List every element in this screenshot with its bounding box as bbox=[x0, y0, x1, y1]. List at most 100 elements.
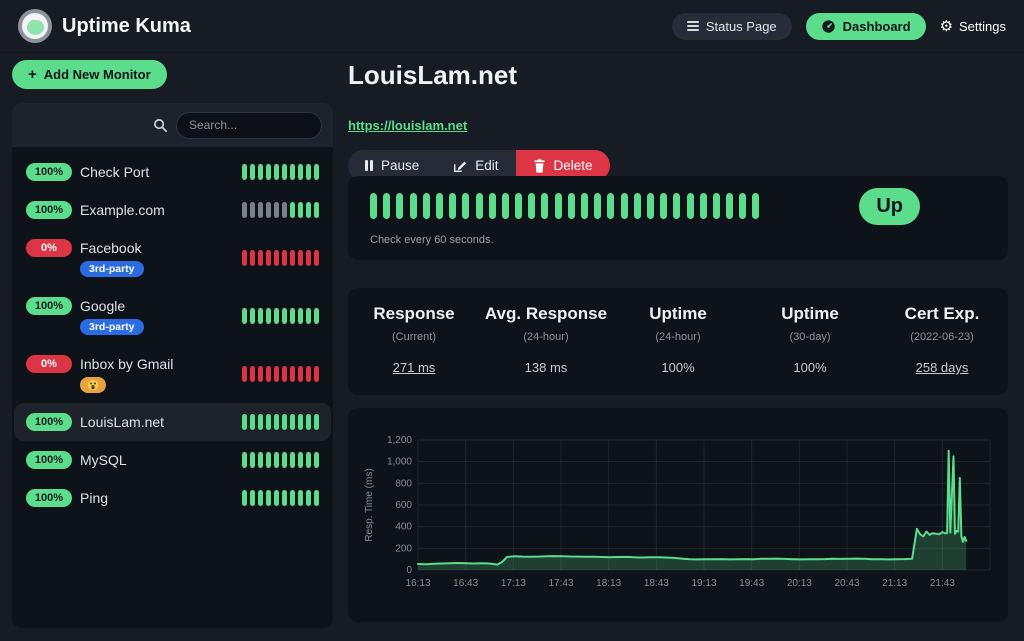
stat-value: 138 ms bbox=[524, 360, 568, 375]
stat-value: 100% bbox=[793, 360, 827, 375]
stat-label: Cert Exp. bbox=[904, 304, 980, 323]
svg-text:600: 600 bbox=[395, 500, 412, 511]
heartbeat-bar bbox=[242, 366, 247, 382]
stat-label: Uptime bbox=[649, 304, 707, 323]
heartbeat-bar bbox=[620, 193, 628, 219]
monitor-name: MySQL bbox=[80, 452, 127, 468]
monitor-list-item-check-port[interactable]: 100% Check Port bbox=[14, 153, 331, 191]
pause-button[interactable]: Pause bbox=[348, 150, 437, 181]
heartbeat-bar bbox=[306, 366, 311, 382]
stat-response: Response (Current) 271 ms bbox=[348, 304, 480, 395]
uptime-badge: 0% bbox=[26, 239, 72, 257]
heartbeat-bar bbox=[306, 250, 311, 266]
search-input[interactable] bbox=[176, 111, 322, 139]
heartbeat-bar bbox=[250, 202, 255, 218]
heartbeat-bar bbox=[314, 308, 319, 324]
svg-text:400: 400 bbox=[395, 522, 412, 533]
monitor-list-item-louislam-net[interactable]: 100% LouisLam.net bbox=[14, 403, 331, 441]
uptime-badge: 100% bbox=[26, 163, 72, 181]
uptime-kuma-logo-icon bbox=[18, 9, 52, 43]
svg-text:21:13: 21:13 bbox=[882, 578, 907, 589]
check-interval-text: Check every 60 seconds. bbox=[370, 234, 494, 246]
heartbeat-bar bbox=[266, 250, 271, 266]
monitor-list-item-google[interactable]: 100% Google 3rd-party bbox=[14, 287, 331, 345]
monitor-list-item-facebook[interactable]: 0% Facebook 3rd-party bbox=[14, 229, 331, 287]
edit-button[interactable]: Edit bbox=[436, 150, 516, 181]
stat-value[interactable]: 258 days bbox=[915, 360, 969, 375]
heartbeat-bar bbox=[298, 164, 303, 180]
heartbeat-bar bbox=[266, 308, 271, 324]
monitor-url-link[interactable]: https://louislam.net bbox=[348, 118, 468, 133]
heartbeat-bar bbox=[699, 193, 707, 219]
monitor-list-item-inbox-by-gmail[interactable]: 0% Inbox by Gmail bbox=[14, 345, 331, 403]
heartbeat-bar bbox=[449, 193, 457, 219]
delete-button[interactable]: Delete bbox=[515, 150, 610, 181]
heartbeat-bar bbox=[290, 164, 295, 180]
heartbeat-bar bbox=[306, 452, 311, 468]
heartbeat-bar bbox=[282, 202, 287, 218]
heartbeat-bar bbox=[726, 193, 734, 219]
status-page-button[interactable]: Status Page bbox=[671, 12, 792, 40]
svg-text:19:43: 19:43 bbox=[739, 578, 764, 589]
heartbeat-bar bbox=[306, 308, 311, 324]
uptime-badge: 100% bbox=[26, 451, 72, 469]
monitor-name: Google bbox=[80, 298, 126, 314]
settings-button[interactable]: ⚙ Settings bbox=[939, 17, 1006, 35]
heartbeat-bar bbox=[258, 308, 263, 324]
stat-value[interactable]: 271 ms bbox=[392, 360, 436, 375]
heartbeat-bar bbox=[282, 250, 287, 266]
stat-sublabel: (Current) bbox=[391, 331, 436, 343]
heartbeat-bar bbox=[409, 193, 417, 219]
svg-text:800: 800 bbox=[395, 478, 412, 489]
trash-icon bbox=[533, 158, 545, 173]
heartbeat-bar bbox=[314, 202, 319, 218]
monitor-heartbeat-bars bbox=[242, 250, 319, 266]
heartbeat-bar bbox=[475, 193, 483, 219]
heartbeat-bar bbox=[314, 414, 319, 430]
heartbeat-bar bbox=[290, 490, 295, 506]
chart-panel: 0 200 400 600 800 1,000 1,200 16:13 16:43 17:13 17… bbox=[348, 408, 1008, 622]
heartbeat-bar bbox=[242, 250, 247, 266]
heartbeat-bar bbox=[258, 490, 263, 506]
header-nav: Status Page Dashboard ⚙ Settings bbox=[671, 12, 1006, 40]
monitor-actions: Pause Edit Delete bbox=[348, 150, 610, 181]
heartbeat-bar bbox=[250, 490, 255, 506]
monitor-list-item-example-com[interactable]: 100% Example.com bbox=[14, 191, 331, 229]
stat-value: 100% bbox=[661, 360, 695, 375]
monitor-list-item-ping[interactable]: 100% Ping bbox=[14, 479, 331, 517]
stat-label: Uptime bbox=[781, 304, 839, 323]
heartbeat-bar bbox=[266, 164, 271, 180]
gear-icon: ⚙ bbox=[939, 17, 954, 35]
heartbeat-bar bbox=[306, 164, 311, 180]
dashboard-button[interactable]: Dashboard bbox=[805, 12, 926, 40]
heartbeat-bar bbox=[290, 202, 295, 218]
heartbeat-bar bbox=[250, 308, 255, 324]
stat-sublabel: (30-day) bbox=[789, 331, 831, 343]
heartbeat-bar bbox=[528, 193, 536, 219]
heartbeat-bar bbox=[266, 452, 271, 468]
heartbeat-bar bbox=[646, 193, 654, 219]
heartbeat-bar bbox=[462, 193, 470, 219]
monitor-name: LouisLam.net bbox=[80, 414, 165, 430]
add-new-monitor-button[interactable]: + Add New Monitor bbox=[12, 60, 167, 89]
monitor-list: 100% Check Port 100% Example.com 0% Facebook 3… bbox=[12, 147, 333, 523]
heartbeat-bar bbox=[242, 490, 247, 506]
heartbeat-bar bbox=[266, 202, 271, 218]
heartbeat-bar bbox=[290, 250, 295, 266]
search-icon bbox=[154, 118, 167, 132]
stat-sublabel: (2022-06-23) bbox=[910, 331, 974, 343]
stats-panel: Response (Current) 271 ms Avg. Response (24-… bbox=[348, 288, 1008, 395]
heartbeat-bar bbox=[266, 490, 271, 506]
heartbeat-bar bbox=[282, 308, 287, 324]
heartbeat-bar bbox=[266, 414, 271, 430]
heartbeat-bar bbox=[314, 490, 319, 506]
monitor-heartbeat-bars bbox=[242, 366, 319, 382]
monitor-list-item-mysql[interactable]: 100% MySQL bbox=[14, 441, 331, 479]
heartbeat-bar bbox=[306, 414, 311, 430]
heartbeat-bar bbox=[258, 250, 263, 266]
uptime-badge: 100% bbox=[26, 297, 72, 315]
heartbeat-bar bbox=[298, 452, 303, 468]
stat-sublabel: (24-hour) bbox=[655, 331, 701, 343]
heartbeat-bar bbox=[290, 452, 295, 468]
sidebar: + Add New Monitor 100% Check Port 100% Exam… bbox=[12, 60, 333, 628]
